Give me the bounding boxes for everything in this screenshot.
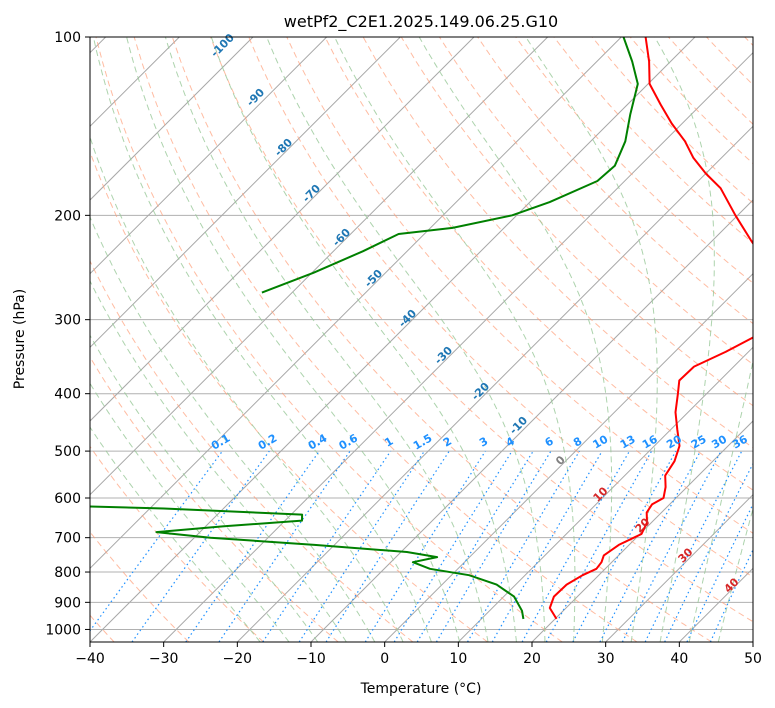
moist-adiabat-line: [210, 37, 517, 642]
y-tick-label: 1000: [45, 622, 81, 638]
isotherm-line: [90, 37, 254, 201]
isotherm-line: [531, 420, 753, 642]
isotherm-line: [90, 37, 328, 275]
isotherm-line: [90, 37, 475, 422]
y-axis: 100 200 300 400 500 600 700 800 900 1000: [45, 30, 90, 638]
moist-adiabat-line: [90, 382, 290, 642]
mixing-ratio-line: [416, 450, 534, 642]
mixing-ratio-line: [599, 450, 702, 642]
moist-adiabat-line: [164, 37, 489, 642]
dewpoint-profile-line: [261, 37, 639, 294]
moist-adiabat-line: [717, 506, 753, 642]
y-tick-label: 600: [54, 491, 81, 507]
moist-adiabat-line: [688, 358, 753, 642]
isotherm-line: [90, 37, 401, 349]
isotherm-line: [457, 346, 753, 642]
isotherm-line: [90, 37, 696, 642]
mixing-ratio-line: [185, 450, 320, 642]
y-tick-label: 400: [54, 387, 81, 403]
mixing-ratio-line: [435, 450, 552, 642]
moist-adiabat-line: [266, 37, 546, 642]
plot-frame: [89, 36, 754, 643]
x-tick-label: −40: [75, 651, 105, 667]
y-axis-title: Pressure (hPa): [12, 289, 28, 389]
x-tick-label: 10: [449, 651, 467, 667]
mixing-ratio-line: [664, 462, 753, 642]
dewpoint-profile-line: [90, 505, 525, 620]
y-tick-label: 200: [54, 208, 81, 224]
y-tick-label: 100: [54, 30, 81, 46]
x-tick-label: −10: [296, 651, 326, 667]
x-axis: −40 −30 −20 −10 0 10 20 30 40 50: [75, 642, 762, 667]
moist-adiabat-line: [92, 37, 432, 642]
y-tick-label: 900: [54, 595, 81, 611]
dry-adiabat-line: [515, 37, 753, 284]
series-lines: [90, 37, 753, 620]
moist-adiabat-line: [126, 37, 461, 642]
y-tick-label: 800: [54, 565, 81, 581]
temperature-profile-line: [548, 37, 753, 620]
x-tick-label: 50: [744, 651, 762, 667]
dry-adiabat-line: [90, 259, 414, 642]
moist-adiabat-line: [654, 37, 715, 642]
dry-adiabat-line: [171, 37, 712, 642]
x-tick-label: 30: [597, 651, 615, 667]
x-tick-label: 0: [380, 651, 389, 667]
x-tick-label: 20: [523, 651, 541, 667]
dry-adiabat-line: [210, 37, 753, 623]
moist-adiabat-line: [334, 37, 576, 642]
mixing-ratio-line: [262, 450, 392, 642]
isotherm-line: [384, 272, 753, 642]
mixing-ratio-line: [466, 450, 580, 642]
moist-adiabat-line: [90, 135, 404, 642]
isotherm-line: [90, 37, 549, 496]
moist-adiabat-line: [90, 215, 376, 642]
moist-adiabat-line: [418, 37, 613, 642]
moist-adiabat-line: [90, 426, 261, 642]
isotherm-line: [605, 493, 753, 642]
x-tick-label: −20: [223, 651, 253, 667]
mixing-ratio-line: [325, 450, 450, 642]
mixing-ratio-line: [218, 450, 351, 642]
mixing-ratio-line: [709, 548, 753, 642]
x-tick-label: 40: [670, 651, 688, 667]
mixing-ratio-line: [686, 502, 753, 642]
isotherm-line: [236, 125, 753, 642]
y-tick-label: 300: [54, 313, 81, 329]
mixing-ratio-line: [364, 450, 486, 642]
dry-adiabat-line: [95, 37, 563, 642]
mixing-ratio-line: [298, 450, 425, 642]
x-tick-label: −30: [149, 651, 179, 667]
dry-adiabat-line: [286, 37, 753, 534]
isotherm-line: [90, 37, 622, 570]
moist-adiabat-line: [90, 334, 319, 642]
y-tick-label: 500: [54, 444, 81, 460]
dry-adiabat-line: [324, 37, 753, 491]
dry-adiabat-line: [248, 37, 753, 578]
mixing-ratio-line: [393, 450, 513, 642]
y-tick-label: 700: [54, 531, 81, 547]
mixing-ratio-line: [572, 450, 677, 642]
dry-adiabat-line: [90, 445, 264, 642]
x-axis-title: Temperature (°C): [360, 681, 482, 697]
chart-title: wetPf2_C2E1.2025.149.06.25.G10: [284, 12, 558, 32]
moist-adiabat-line: [525, 37, 658, 642]
